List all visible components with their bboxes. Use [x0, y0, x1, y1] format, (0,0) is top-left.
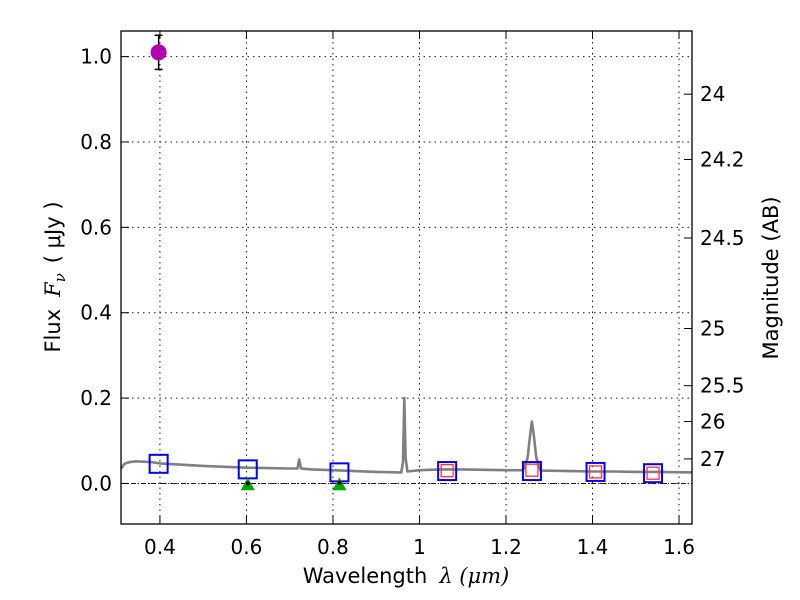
model-photometry-point: [437, 461, 458, 482]
detection-point: [150, 44, 167, 61]
y2-tick-label: 24: [700, 82, 725, 106]
plot-area: [119, 34, 693, 491]
y-tick-label: 0.8: [80, 130, 112, 154]
axis-ticks: 0.4 0.6 0.8 1 1.2 1.4 1.6 0.0 0.2 0.4 0.6 0.8 1.0 24 2…: [80, 31, 745, 559]
y2-tick-label: 27: [700, 447, 725, 471]
measurement-point: [337, 480, 342, 485]
x-axis-title-text: Wavelength: [303, 564, 428, 588]
y2-tick-label: 26: [700, 410, 725, 434]
y-tick-label: 1.0: [80, 45, 112, 69]
model-photometry-point: [585, 461, 606, 482]
y2-axis-title: Magnitude (AB): [759, 196, 783, 359]
x-tick-label: 0.8: [317, 535, 349, 559]
y2-tick-label: 24.2: [700, 147, 745, 171]
x-tick-label: 0.4: [144, 535, 176, 559]
y-axis-title-math: F: [41, 281, 65, 298]
y2-tick-label: 24.5: [700, 226, 745, 250]
observed-photometry-point: [588, 465, 603, 479]
y-tick-label: 0.4: [80, 301, 112, 325]
y-axis-title: Flux Fν ( μJy ): [41, 201, 69, 352]
x-tick-label: 0.6: [231, 535, 263, 559]
y2-tick-label: 25: [700, 317, 725, 341]
observed-photometry-point: [440, 463, 454, 478]
y-tick-label: 0.2: [80, 386, 112, 410]
x-tick-label: 1.2: [490, 535, 522, 559]
y-tick-label: 0.0: [80, 471, 112, 495]
x-tick-label: 1.6: [663, 535, 695, 559]
y2-tick-label: 25.5: [700, 374, 745, 398]
x-axis-title-math: λ (μm): [438, 564, 509, 588]
x-tick-label: 1.4: [577, 535, 609, 559]
observed-photometry-point: [646, 466, 660, 480]
x-tick-label: 1: [413, 535, 426, 559]
y-axis-title-subscript: ν: [51, 273, 69, 282]
y-axis-title-text: Flux: [41, 309, 65, 353]
model-photometry-point: [521, 461, 542, 482]
plot-frame: [120, 30, 693, 525]
y-tick-label: 0.6: [80, 215, 112, 239]
model-photometry-point: [643, 463, 664, 484]
y-axis-title-unit: ( μJy ): [41, 201, 65, 263]
observed-photometry-point: [525, 463, 539, 477]
measurement-point: [245, 481, 250, 486]
x-axis-title: Wavelength λ (μm): [303, 564, 510, 588]
model-photometry-point: [148, 453, 169, 474]
